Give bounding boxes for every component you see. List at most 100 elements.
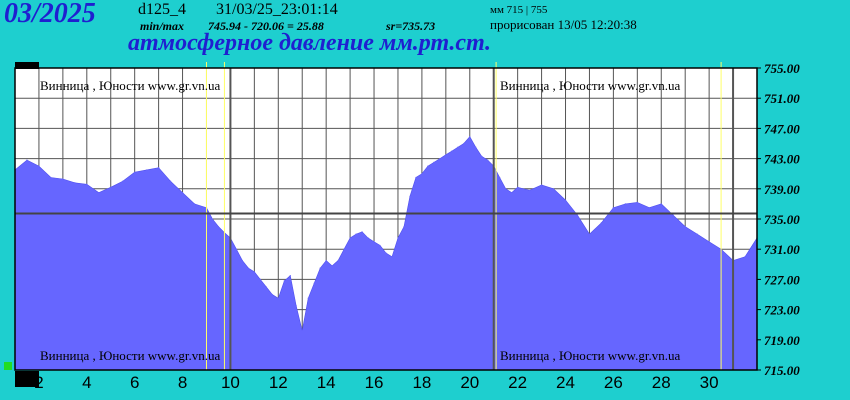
data-point	[505, 188, 507, 190]
data-point	[612, 207, 614, 209]
data-point	[379, 244, 381, 247]
data-point	[696, 233, 698, 235]
watermark-text: Винница , Юности www.gr.vn.ua	[500, 348, 680, 363]
y-axis-ticks: 755.00 751.00 747.00 743.00 739.00 735.00 731.…	[757, 61, 800, 378]
minmax-value: 745.94 - 720.06 = 25.88	[208, 19, 324, 33]
watermark-text: Винница , Юности www.gr.vn.ua	[40, 348, 220, 363]
data-point	[217, 225, 220, 228]
chart-subtitle: атмосферное давление мм.рт.ст.	[128, 30, 492, 56]
data-point	[481, 155, 483, 157]
data-point	[26, 159, 28, 161]
data-point	[529, 189, 531, 191]
data-point	[397, 237, 399, 239]
data-point	[169, 180, 172, 182]
data-point	[235, 248, 238, 250]
data-point	[451, 150, 453, 152]
data-point	[660, 203, 662, 205]
data-point	[50, 176, 52, 179]
data-point	[307, 297, 309, 299]
data-point	[367, 237, 369, 239]
data-point	[624, 203, 626, 205]
data-point	[517, 186, 519, 188]
station-code: d125_4	[138, 1, 186, 18]
data-point	[134, 171, 136, 173]
y-tick-label: 751.00	[764, 91, 800, 106]
data-point	[253, 271, 255, 273]
x-tick-label: 22	[508, 373, 527, 392]
corner-block-bottom	[15, 371, 39, 387]
y-tick-label: 719.00	[764, 333, 800, 348]
data-point	[211, 218, 214, 220]
data-point	[271, 293, 273, 296]
data-point	[289, 275, 291, 277]
x-tick-label: 24	[556, 373, 575, 392]
x-axis-ticks: 24681012141618202224262830	[34, 373, 718, 392]
data-point	[540, 184, 543, 186]
y-tick-label: 727.00	[764, 272, 800, 287]
x-tick-label: 14	[317, 373, 336, 392]
x-tick-label: 26	[604, 373, 623, 392]
data-point	[247, 267, 249, 269]
y-tick-label: 743.00	[764, 152, 800, 167]
data-point	[373, 241, 375, 243]
data-point	[337, 259, 339, 262]
x-tick-label: 20	[460, 373, 479, 392]
data-point	[600, 222, 603, 224]
data-point	[158, 167, 160, 169]
data-point	[439, 158, 441, 160]
data-point	[564, 199, 567, 201]
data-point	[421, 173, 423, 175]
data-point	[74, 182, 76, 184]
data-point	[708, 241, 710, 243]
drawn-timestamp: прорисован 13/05 12:20:38	[490, 17, 637, 32]
data-point	[403, 225, 405, 228]
y-tick-label: 723.00	[764, 303, 800, 318]
y-tick-label: 715.00	[764, 363, 800, 378]
data-point	[122, 180, 124, 182]
plot-border	[14, 67, 758, 371]
data-point	[331, 265, 333, 267]
data-point	[469, 136, 471, 138]
period-title: 03/2025	[4, 0, 96, 29]
data-point	[415, 176, 417, 179]
data-point	[391, 256, 393, 258]
data-point	[487, 159, 489, 161]
average-value: sr=735.73	[386, 19, 436, 33]
data-point	[98, 191, 100, 194]
corner-block-top	[15, 62, 39, 69]
data-point	[193, 203, 196, 205]
data-point	[319, 267, 321, 269]
watermark-text: Винница , Юности www.gr.vn.ua	[500, 78, 680, 93]
data-point	[295, 305, 297, 307]
data-point	[433, 161, 435, 163]
data-point	[355, 233, 357, 235]
data-point	[241, 259, 243, 262]
status-indicator	[4, 362, 12, 370]
data-point	[277, 297, 279, 299]
data-point	[457, 146, 459, 148]
x-tick-label: 6	[130, 373, 139, 392]
data-point	[325, 259, 327, 262]
data-point	[684, 225, 686, 228]
y-tick-label: 755.00	[764, 61, 800, 76]
data-point	[343, 248, 345, 250]
data-point	[672, 214, 674, 216]
data-point	[313, 282, 315, 284]
y-tick-label: 747.00	[764, 121, 800, 136]
x-tick-label: 12	[269, 373, 288, 392]
data-point	[744, 256, 746, 258]
watermark-text: Винница , Юности www.gr.vn.ua	[40, 78, 220, 93]
data-point	[427, 165, 429, 167]
data-point	[475, 146, 477, 148]
x-tick-label: 4	[82, 373, 91, 392]
data-point	[576, 214, 579, 216]
mm-range: мм 715 | 755	[490, 4, 548, 16]
x-tick-label: 8	[178, 373, 187, 392]
minmax-label: min/max	[140, 19, 185, 33]
x-tick-label: 10	[221, 373, 240, 392]
x-tick-label: 28	[652, 373, 671, 392]
data-point	[110, 186, 112, 188]
data-point	[259, 278, 261, 280]
data-point	[445, 154, 447, 156]
